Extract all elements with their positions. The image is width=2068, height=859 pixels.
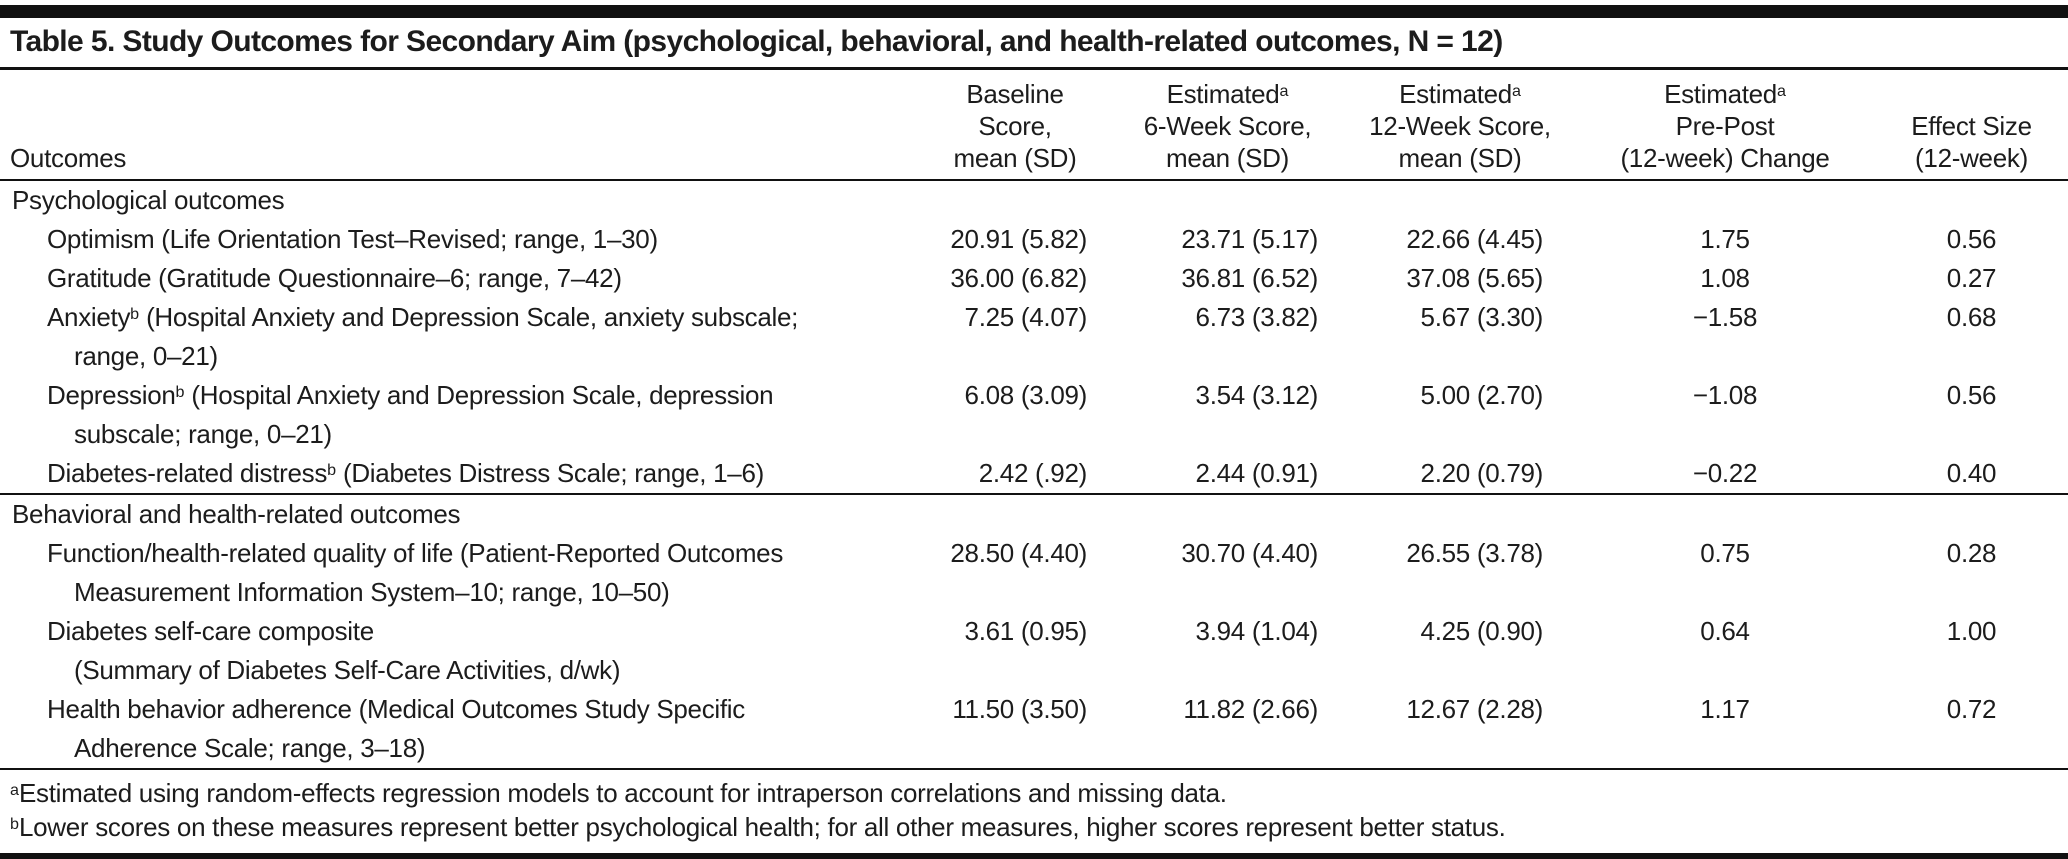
footnote-b: bLower scores on these measures represen… [10,812,1506,842]
outcome-label: Diabetes self-care composite (Summary of… [47,616,621,685]
effect-size-value: 0.72 [1946,694,1997,724]
week6-value: 23.71 (5.17) [1181,224,1318,254]
prepost-change-value: −1.08 [1692,380,1758,410]
footnote-marker-a: a [1279,81,1289,100]
prepost-change-value: −0.22 [1692,458,1758,488]
week6-value: 3.54 (3.12) [1195,380,1319,410]
top-rule-bar [0,5,2068,18]
week6-value: 3.94 (1.04) [1195,616,1319,646]
table-row-health-adherence: Health behavior adherence (Medical Outco… [0,690,2068,768]
outcome-label: Anxietyb (Hospital Anxiety and Depressio… [47,302,799,371]
table-row-depression: Depressionb (Hospital Anxiety and Depres… [0,376,2068,454]
prepost-change-value: 1.17 [1700,694,1750,724]
week12-value: 22.66 (4.45) [1406,224,1543,254]
baseline-value: 6.08 (3.09) [964,380,1088,410]
table-title: Table 5. Study Outcomes for Secondary Ai… [0,18,2068,70]
week6-value: 11.82 (2.66) [1183,694,1318,724]
section-row-psychological: Psychological outcomes [0,180,2068,220]
column-header-outcomes: Outcomes [0,70,920,181]
column-header-prepost-change: Estimateda Pre-Post (12-week) Change [1575,70,1875,181]
baseline-value: 20.91 (5.82) [950,224,1087,254]
footnote-marker-b: b [130,304,140,323]
baseline-value: 28.50 (4.40) [950,538,1087,568]
column-header-12week: Estimateda 12-Week Score, mean (SD) [1345,70,1575,181]
week6-value: 6.73 (3.82) [1195,302,1319,332]
prepost-change-value: 1.75 [1700,224,1750,254]
section-label: Behavioral and health-related outcomes [0,493,2068,534]
footnotes: aEstimated using random-effects regressi… [0,768,2068,850]
effect-size-value: 0.40 [1946,458,1997,488]
effect-size-value: 0.27 [1946,263,1997,293]
column-header-baseline: Baseline Score, mean (SD) [920,70,1110,181]
baseline-value: 3.61 (0.95) [964,616,1088,646]
effect-size-value: 0.56 [1946,224,1997,254]
week12-value: 12.67 (2.28) [1406,694,1543,724]
bottom-rule-bar [0,853,2068,859]
week6-value: 30.70 (4.40) [1181,538,1318,568]
week12-value: 2.20 (0.79) [1420,458,1544,488]
baseline-value: 36.00 (6.82) [950,263,1087,293]
outcome-label: Gratitude (Gratitude Questionnaire–6; ra… [47,263,622,293]
prepost-change-value: 0.64 [1700,616,1750,646]
effect-size-value: 0.28 [1946,538,1997,568]
week12-value: 26.55 (3.78) [1406,538,1543,568]
outcome-label: Function/health-related quality of life … [47,538,784,607]
baseline-value: 2.42 (.92) [978,458,1088,488]
table-row-diabetes-distress: Diabetes-related distressb (Diabetes Dis… [0,454,2068,494]
week6-value: 36.81 (6.52) [1181,263,1318,293]
section-label: Psychological outcomes [12,185,285,215]
week12-value: 5.67 (3.30) [1420,302,1544,332]
week12-value: 4.25 (0.90) [1420,616,1544,646]
effect-size-value: 1.00 [1946,616,1997,646]
table-row-optimism: Optimism (Life Orientation Test–Revised;… [0,220,2068,259]
week12-value: 37.08 (5.65) [1406,263,1543,293]
prepost-change-value: 0.75 [1700,538,1750,568]
table-row-anxiety: Anxietyb (Hospital Anxiety and Depressio… [0,298,2068,376]
prepost-change-value: −1.58 [1692,302,1758,332]
baseline-value: 11.50 (3.50) [952,694,1087,724]
outcome-label: Health behavior adherence (Medical Outco… [47,694,745,763]
column-header-6week: Estimateda 6-Week Score, mean (SD) [1110,70,1345,181]
table-header: Outcomes Baseline Score, mean (SD) Estim… [0,70,2068,181]
footnote-marker-a: a [10,780,19,799]
effect-size-value: 0.68 [1946,302,1997,332]
section-row-behavioral: Behavioral and health-related outcomes [0,493,2068,534]
outcome-label: Diabetes-related distressb (Diabetes Dis… [47,458,764,488]
table-row-selfcare-composite: Diabetes self-care composite (Summary of… [0,612,2068,690]
table-body: Psychological outcomes Optimism (Life Or… [0,180,2068,768]
week12-value: 5.00 (2.70) [1420,380,1544,410]
footnote-marker-a: a [1511,81,1521,100]
baseline-value: 7.25 (4.07) [964,302,1088,332]
header-outcomes-label: Outcomes [10,143,127,173]
footnote-marker-b: b [10,814,19,833]
footnote-marker-b: b [175,382,185,401]
outcomes-table: Outcomes Baseline Score, mean (SD) Estim… [0,70,2068,768]
outcome-label: Depressionb (Hospital Anxiety and Depres… [47,380,774,449]
footnote-a: aEstimated using random-effects regressi… [10,778,1227,808]
column-header-effect-size: Effect Size (12-week) [1875,70,2068,181]
outcome-label: Optimism (Life Orientation Test–Revised;… [47,224,658,254]
footnote-marker-b: b [327,460,337,479]
week6-value: 2.44 (0.91) [1195,458,1319,488]
table-row-function-qol: Function/health-related quality of life … [0,534,2068,612]
table-row-gratitude: Gratitude (Gratitude Questionnaire–6; ra… [0,259,2068,298]
footnote-marker-a: a [1776,81,1786,100]
prepost-change-value: 1.08 [1700,263,1750,293]
effect-size-value: 0.56 [1946,380,1997,410]
